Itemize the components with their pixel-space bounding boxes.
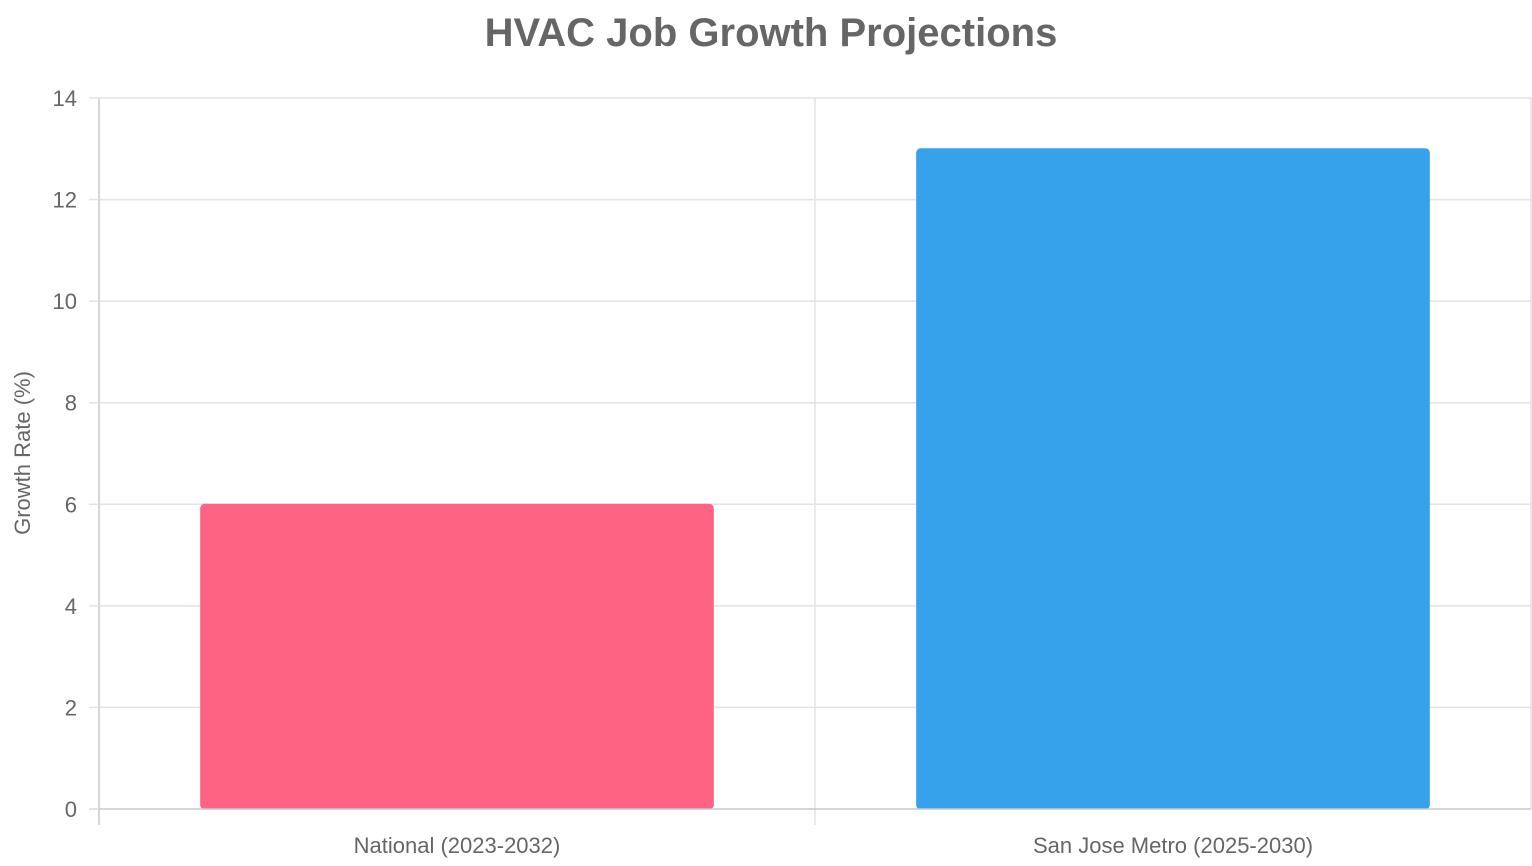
- x-tick-label: San Jose Metro (2025-2030): [1033, 833, 1313, 858]
- x-tick-label: National (2023-2032): [354, 833, 561, 858]
- y-axis-ticks: 0 2 4 6 8 10 12 14: [53, 86, 99, 822]
- y-tick-label: 0: [65, 797, 77, 822]
- y-tick-label: 2: [65, 695, 77, 720]
- y-axis-title: Growth Rate (%): [10, 371, 35, 535]
- y-tick-label: 12: [53, 188, 77, 213]
- axes: [89, 98, 1531, 825]
- bars: [200, 148, 1430, 810]
- y-tick-label: 10: [53, 289, 77, 314]
- bar[interactable]: [200, 503, 714, 810]
- y-tick-label: 8: [65, 391, 77, 416]
- y-tick-label: 14: [53, 86, 77, 111]
- y-tick-label: 6: [65, 492, 77, 517]
- x-axis-ticks: National (2023-2032) San Jose Metro (2025…: [354, 833, 1313, 858]
- y-tick-label: 4: [65, 594, 77, 619]
- bar[interactable]: [916, 148, 1430, 810]
- chart-title: HVAC Job Growth Projections: [485, 11, 1058, 55]
